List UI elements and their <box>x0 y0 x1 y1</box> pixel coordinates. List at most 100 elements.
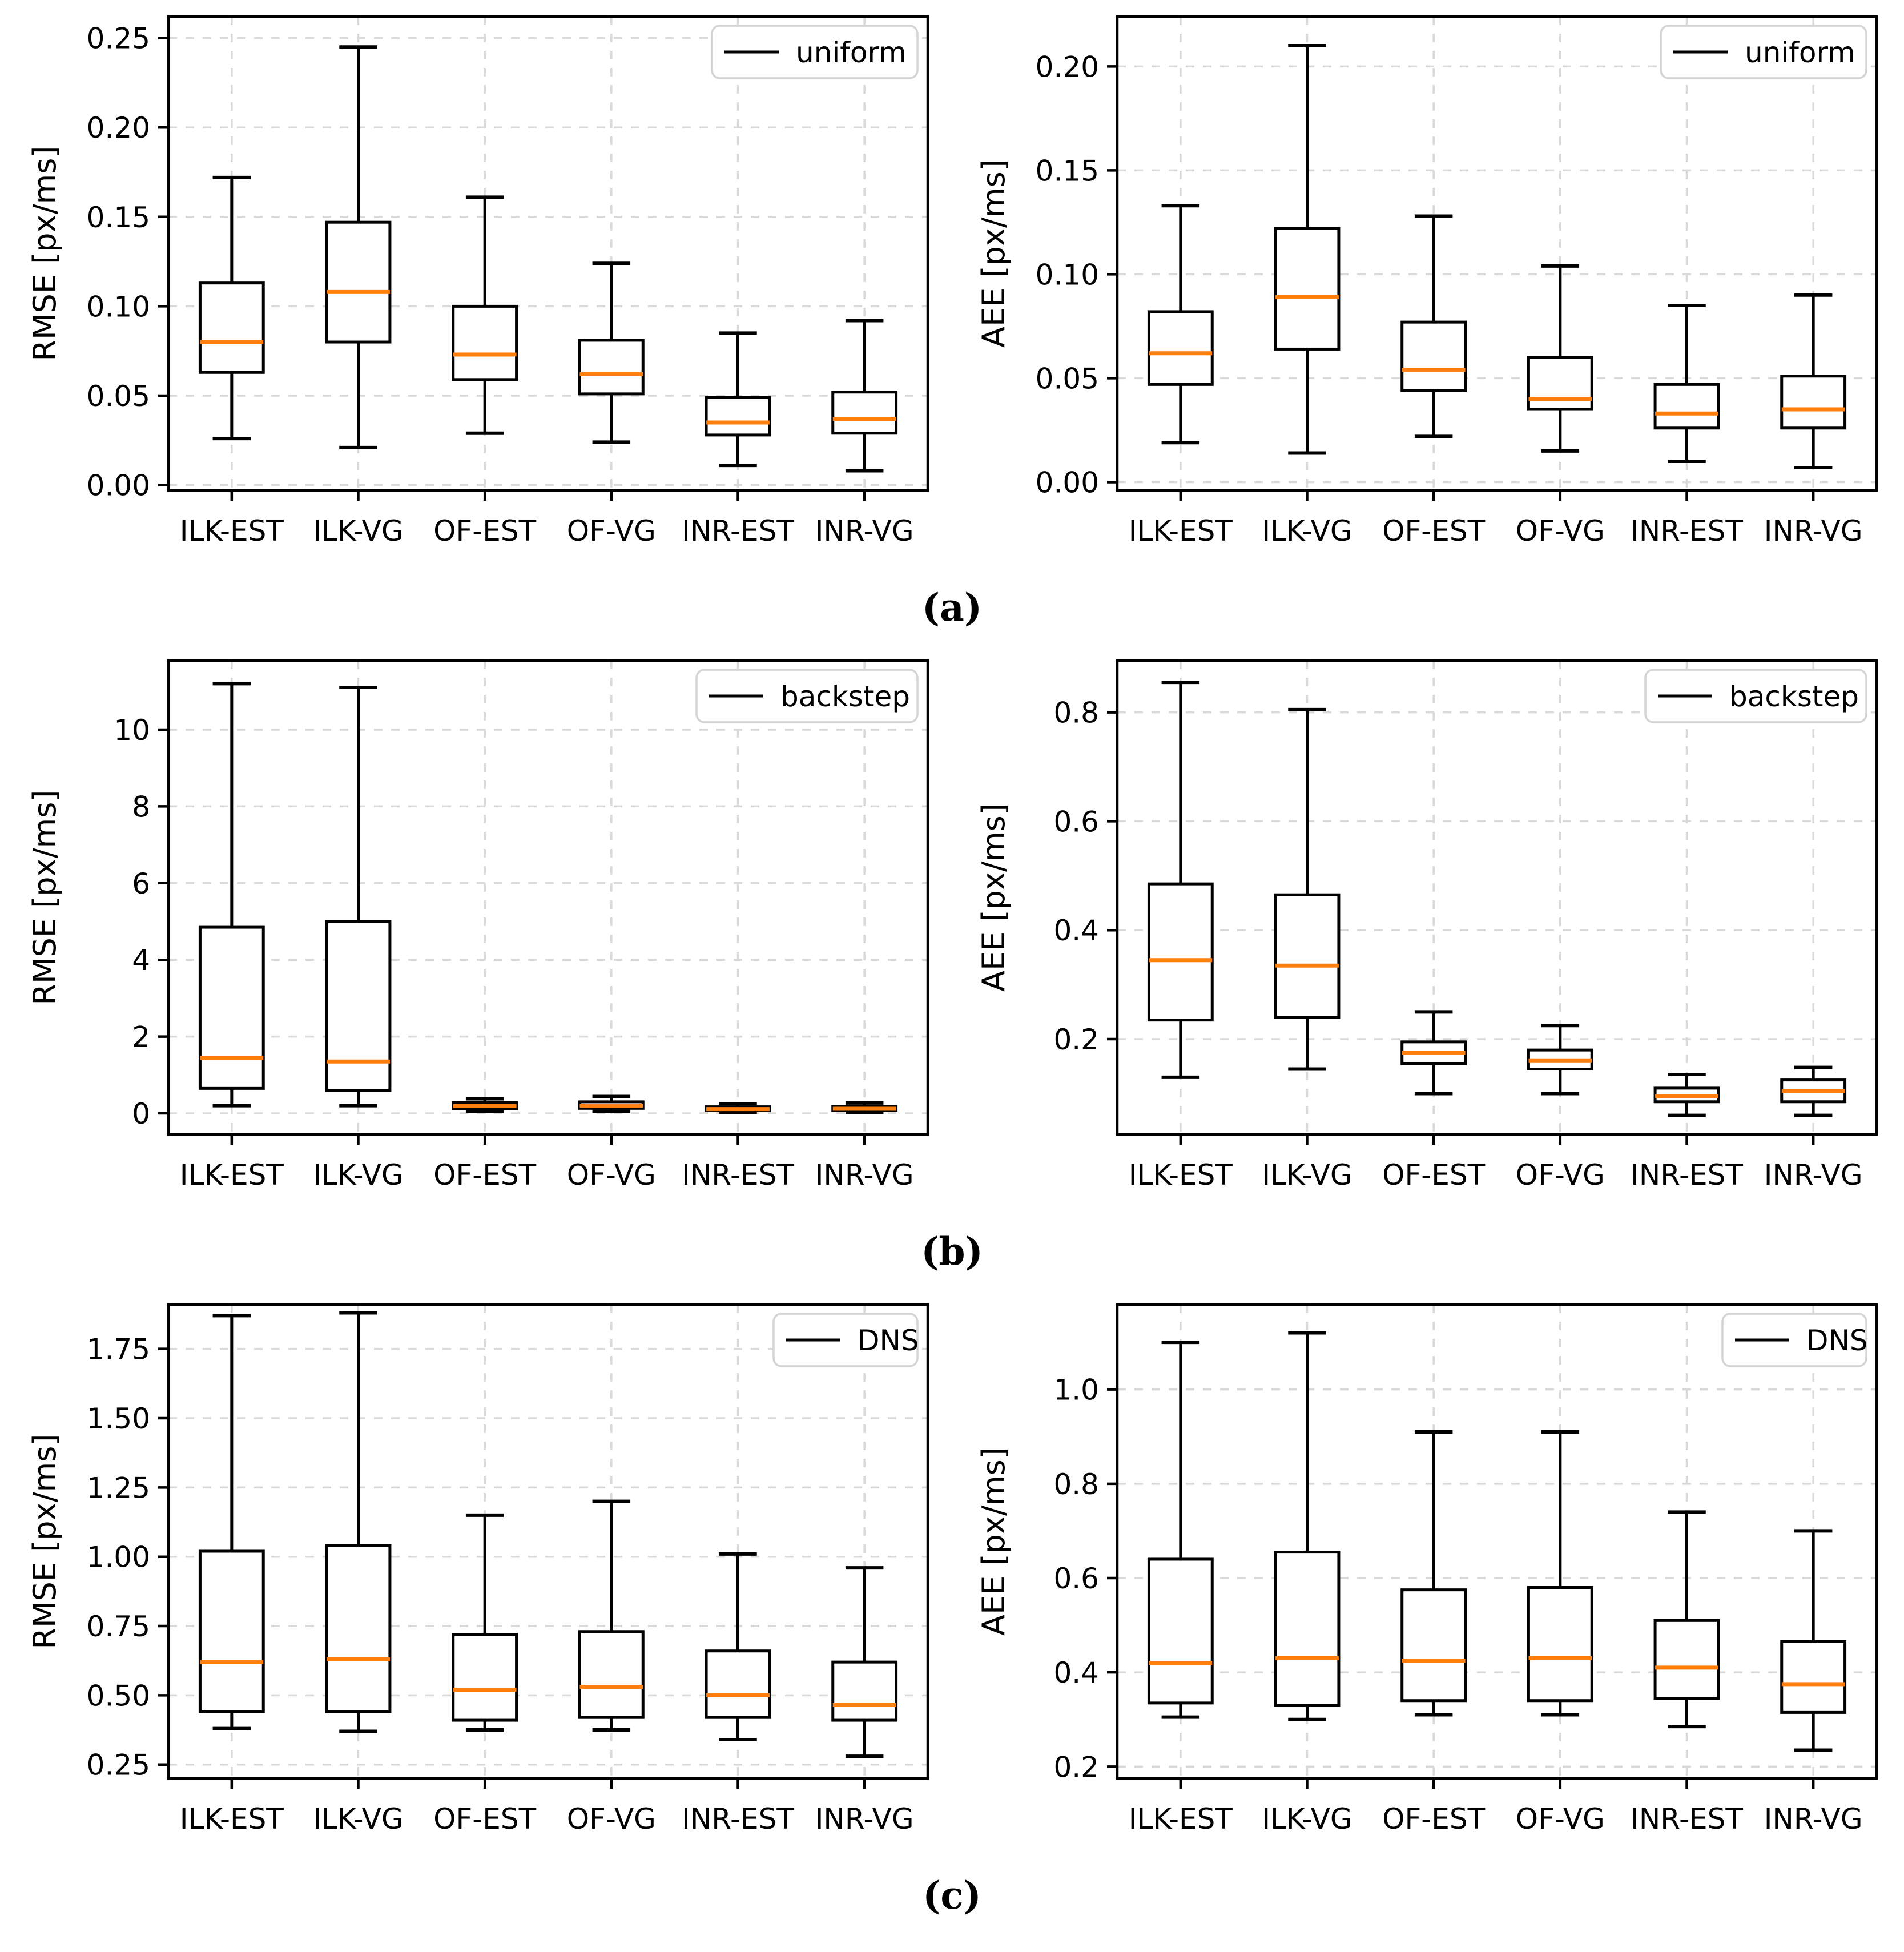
x-tick-label: ILK-EST <box>1128 514 1233 548</box>
box-plot-INR-EST <box>705 1102 771 1114</box>
y-axis-label: AEE [px/ms] <box>976 159 1012 348</box>
x-tick-label: INR-VG <box>1764 514 1862 548</box>
y-tick-label: 0.20 <box>86 111 150 144</box>
chart-rmse-backstep: 0 2 4 6 8 10 ILK-EST ILK-VG OF-EST OF-VG INR-EST IN… <box>9 646 946 1223</box>
iqr-box <box>578 339 645 396</box>
y-axis-label: AEE [px/ms] <box>976 1447 1012 1636</box>
x-tick-label: INR-VG <box>1764 1158 1862 1192</box>
x-tick-label: ILK-EST <box>179 1158 284 1192</box>
y-tick-label: 1.00 <box>86 1541 150 1574</box>
iqr-box <box>1274 227 1340 351</box>
y-tick-label: 0.00 <box>86 469 150 502</box>
y-tick-label: 6 <box>132 867 150 900</box>
box-plot-ILK-EST <box>198 175 265 441</box>
y-axis: 0.00 0.05 0.10 0.15 0.20 0.25 <box>86 22 168 502</box>
x-axis: ILK-EST ILK-VG OF-EST OF-VG INR-EST INR-VG <box>179 490 913 548</box>
legend-label: uniform <box>796 36 907 69</box>
x-tick-label: INR-EST <box>1631 514 1743 548</box>
box-plot-ILK-VG <box>325 686 391 1108</box>
box-plot-ILK-VG <box>1274 707 1340 1071</box>
iqr-box <box>451 304 518 381</box>
y-tick-label: 0.25 <box>86 22 150 55</box>
x-axis: ILK-EST ILK-VG OF-EST OF-VG INR-EST INR-VG <box>1128 1134 1862 1192</box>
chart-rmse-uniform: 0.00 0.05 0.10 0.15 0.20 0.25 ILK-EST ILK-VG OF-… <box>9 2 946 579</box>
iqr-box <box>1780 375 1846 430</box>
box-plot-ILK-EST <box>1147 681 1214 1079</box>
box-plot-INR-VG <box>831 1101 897 1114</box>
box-plot-INR-EST <box>1653 1073 1720 1117</box>
boxplot-svg: 0.2 0.4 0.6 0.8 ILK-EST ILK-VG OF-EST OF-VG INR-… <box>958 646 1895 1223</box>
y-tick-label: 1.25 <box>86 1471 150 1504</box>
y-tick-label: 4 <box>132 944 150 977</box>
box-plot-ILK-EST <box>198 682 265 1108</box>
iqr-box <box>198 925 265 1090</box>
y-tick-label: 0.05 <box>1035 362 1098 395</box>
iqr-box <box>1274 1551 1340 1707</box>
x-tick-label: OF-EST <box>1382 1802 1485 1836</box>
y-tick-label: 0 <box>132 1097 150 1130</box>
iqr-box <box>325 1544 391 1714</box>
iqr-box <box>1653 383 1720 430</box>
y-tick-label: 0.4 <box>1053 1656 1099 1689</box>
y-tick-label: 0.15 <box>1035 154 1098 187</box>
x-tick-label: OF-EST <box>433 514 536 548</box>
legend-label: backstep <box>1729 680 1859 713</box>
y-tick-label: 2 <box>132 1021 150 1054</box>
x-tick-label: OF-VG <box>1515 514 1604 548</box>
iqr-box <box>831 1660 897 1722</box>
box-plot-ILK-EST <box>198 1314 265 1730</box>
y-tick-label: 0.05 <box>86 380 150 413</box>
row-c: 0.25 0.50 0.75 1.00 1.25 1.50 1.75 ILK-EST ILK-V… <box>0 1290 1904 1867</box>
iqr-box <box>705 1649 771 1719</box>
box-plot-ILK-VG <box>325 1311 391 1733</box>
row-a: 0.00 0.05 0.10 0.15 0.20 0.25 ILK-EST ILK-VG OF-… <box>0 2 1904 579</box>
x-axis: ILK-EST ILK-VG OF-EST OF-VG INR-EST INR-VG <box>179 1134 913 1192</box>
x-tick-label: ILK-EST <box>179 514 284 548</box>
iqr-box <box>1653 1619 1720 1700</box>
x-axis: ILK-EST ILK-VG OF-EST OF-VG INR-EST INR-VG <box>179 1778 913 1836</box>
boxplot-svg: 0.00 0.05 0.10 0.15 0.20 0.25 ILK-EST ILK-VG OF-… <box>9 2 946 579</box>
x-tick-label: INR-EST <box>682 514 794 548</box>
x-tick-label: ILK-VG <box>1262 514 1352 548</box>
iqr-box <box>325 220 391 344</box>
axes-frame <box>167 15 929 492</box>
caption-b: (b) <box>0 1223 1904 1290</box>
x-tick-label: INR-EST <box>682 1158 794 1192</box>
y-tick-label: 0.6 <box>1053 805 1099 838</box>
box-plot-OF-VG <box>1527 1430 1593 1717</box>
x-tick-label: OF-VG <box>1515 1158 1604 1192</box>
iqr-box <box>1400 1588 1467 1703</box>
grid <box>168 661 928 1134</box>
chart-rmse-dns: 0.25 0.50 0.75 1.00 1.25 1.50 1.75 ILK-EST ILK-V… <box>9 1290 946 1867</box>
box-plot-INR-VG <box>1780 1529 1846 1752</box>
x-tick-label: ILK-EST <box>1128 1158 1233 1192</box>
y-axis: 0.2 0.4 0.6 0.8 1.0 <box>1053 1374 1117 1784</box>
x-tick-label: OF-VG <box>1515 1802 1604 1836</box>
box-plot-OF-VG <box>1527 1024 1593 1096</box>
box-plot-OF-VG <box>578 1499 645 1732</box>
iqr-box <box>1147 310 1214 386</box>
axes-frame <box>167 1303 929 1780</box>
x-tick-label: INR-EST <box>1631 1802 1743 1836</box>
caption-c-text: (c) <box>923 1873 981 1918</box>
x-tick-label: OF-EST <box>1382 1158 1485 1192</box>
y-tick-label: 1.50 <box>86 1402 150 1435</box>
y-tick-label: 0.2 <box>1053 1023 1099 1056</box>
iqr-box <box>198 281 265 374</box>
y-tick-label: 0.8 <box>1053 1468 1099 1501</box>
x-tick-label: ILK-VG <box>313 1158 403 1192</box>
y-tick-label: 0.15 <box>86 201 150 234</box>
box-plot-INR-VG <box>1780 1065 1846 1117</box>
y-tick-label: 0.50 <box>86 1679 150 1712</box>
legend: DNS <box>772 1313 919 1367</box>
axes-frame <box>167 659 929 1136</box>
x-tick-label: OF-EST <box>433 1802 536 1836</box>
x-tick-label: INR-VG <box>815 1802 913 1836</box>
y-axis-label: RMSE [px/ms] <box>27 146 63 361</box>
x-tick-label: ILK-EST <box>1128 1802 1233 1836</box>
caption-a: (a) <box>0 579 1904 646</box>
y-axis: 0 2 4 6 8 10 <box>114 714 168 1130</box>
iqr-box <box>325 920 391 1092</box>
